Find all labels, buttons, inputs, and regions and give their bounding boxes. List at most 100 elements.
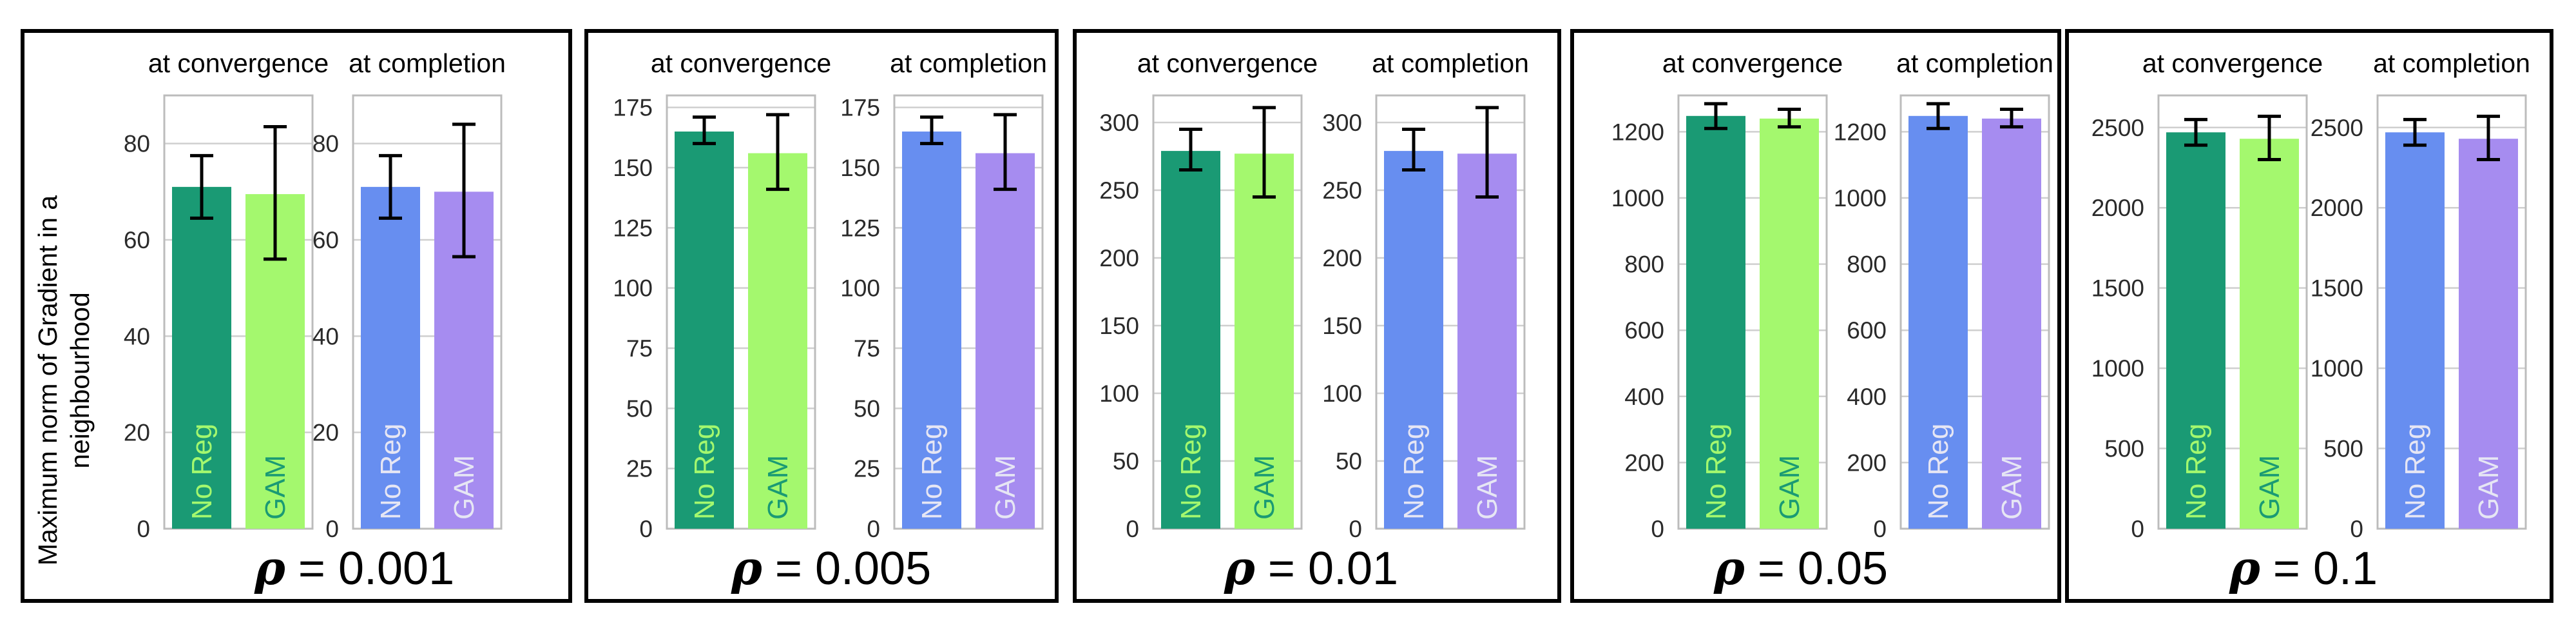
plot-frame	[1375, 94, 1526, 530]
bar-category-label: No Reg	[2399, 424, 2431, 520]
bar-gam	[1457, 153, 1517, 529]
plot-frame	[1677, 94, 1828, 530]
y-tick-label: 0	[325, 516, 339, 542]
bar-gam	[748, 153, 807, 529]
bar-category-label: No Reg	[2180, 424, 2212, 520]
y-tick-label: 0	[2350, 516, 2363, 542]
y-tick-label: 2500	[2091, 115, 2144, 141]
bar-gam	[2240, 139, 2299, 529]
rho-label: ρ = 0.01	[1224, 540, 1398, 595]
y-tick-label: 0	[2131, 516, 2144, 542]
y-tick-label: 0	[867, 516, 880, 542]
bar-gam	[1235, 153, 1294, 529]
y-tick-label: 1000	[1611, 185, 1664, 211]
y-tick-label: 200	[1624, 449, 1664, 476]
bar-no-reg	[2385, 132, 2445, 529]
panel-border	[1570, 29, 2061, 603]
y-tick-label: 150	[613, 155, 653, 181]
subplot-convergence: 0 25 50 75 100 125 150 175 at convergence No Reg G…	[613, 48, 831, 542]
y-tick-label: 400	[1624, 384, 1664, 410]
subplot-convergence: 0 200 400 600 800 1000 1200 at convergence No Re…	[1611, 48, 1843, 542]
y-tick-label: 400	[1847, 384, 1887, 410]
bar-category-label: GAM	[2254, 455, 2285, 520]
y-tick-label: 2000	[2311, 195, 2363, 221]
y-tick-label: 2000	[2091, 195, 2144, 221]
bar-category-label: GAM	[1996, 455, 2028, 520]
y-axis-label-line-1: Maximum norm of Gradient in a	[33, 195, 62, 565]
bar-gam	[1760, 118, 1819, 529]
bar-category-label: GAM	[1249, 455, 1280, 520]
y-tick-label: 800	[1847, 251, 1887, 278]
bar-category-label: GAM	[2473, 455, 2504, 520]
y-axis-label-line-2: neighbourhood	[65, 292, 95, 469]
subplot-completion: 0 200 400 600 800 1000 1200 at completion No Reg…	[1834, 48, 2053, 542]
y-tick-label: 0	[137, 516, 150, 542]
y-tick-label: 600	[1624, 317, 1664, 344]
bar-category-label: No Reg	[186, 424, 218, 520]
y-tick-label: 50	[854, 395, 880, 422]
rho-symbol: ρ	[1224, 540, 1256, 595]
y-tick-label: 0	[1651, 516, 1664, 542]
rho-symbol: ρ	[1713, 540, 1745, 595]
y-tick-label: 100	[613, 275, 653, 302]
y-tick-label: 25	[626, 456, 653, 482]
rho-value: = 0.05	[1745, 543, 1888, 594]
rho-value: = 0.01	[1255, 543, 1398, 594]
rho-symbol: ρ	[731, 540, 763, 595]
subplot-title: at completion	[2373, 48, 2530, 78]
y-tick-label: 150	[840, 155, 880, 181]
subplot-completion: 0 25 50 75 100 125 150 175 at completion No Reg GA…	[840, 48, 1047, 542]
y-tick-label: 20	[312, 420, 339, 446]
bar-category-label: GAM	[448, 455, 480, 520]
plot-frame	[352, 94, 503, 530]
subplot-title: at convergence	[2142, 48, 2323, 78]
y-tick-label: 80	[124, 131, 150, 157]
y-tick-label: 20	[124, 420, 150, 446]
y-tick-label: 0	[1349, 516, 1362, 542]
plot-frame	[2376, 94, 2527, 530]
y-tick-label: 60	[124, 227, 150, 253]
y-tick-label: 2500	[2311, 115, 2363, 141]
plot-frame	[1899, 94, 2050, 530]
y-tick-label: 175	[840, 95, 880, 121]
y-tick-label: 500	[2104, 436, 2144, 462]
bar-category-label: GAM	[990, 455, 1021, 520]
bar-category-label: GAM	[1472, 455, 1503, 520]
y-tick-label: 40	[124, 323, 150, 349]
bar-no-reg	[2166, 132, 2225, 529]
bar-no-reg	[1384, 151, 1443, 529]
panel-border	[1073, 29, 1561, 603]
plot-frame	[1152, 94, 1303, 530]
bar-category-label: No Reg	[1398, 424, 1430, 520]
bar-no-reg	[1908, 115, 1968, 529]
subplot-convergence: 0 20 40 60 80 at convergence No Reg GAM	[124, 48, 329, 542]
rho-symbol: ρ	[2229, 540, 2261, 595]
y-tick-label: 125	[613, 215, 653, 241]
rho-symbol: ρ	[254, 540, 286, 595]
y-tick-label: 600	[1847, 317, 1887, 344]
y-tick-label: 800	[1624, 251, 1664, 278]
y-tick-label: 200	[1099, 245, 1139, 271]
y-tick-label: 50	[1113, 448, 1139, 475]
subplot-title: at convergence	[148, 48, 329, 78]
rho-value: = 0.005	[762, 543, 931, 594]
y-tick-label: 300	[1099, 110, 1139, 136]
y-tick-label: 100	[1322, 380, 1362, 407]
y-tick-label: 0	[1873, 516, 1887, 542]
y-tick-label: 100	[840, 275, 880, 302]
rho-value: = 0.001	[285, 543, 454, 594]
subplot-title: at completion	[1896, 48, 2053, 78]
y-tick-label: 250	[1099, 177, 1139, 204]
y-tick-label: 175	[613, 95, 653, 121]
y-tick-label: 75	[626, 335, 653, 362]
subplot-title: at completion	[349, 48, 506, 78]
bar-no-reg	[1161, 151, 1220, 529]
y-tick-label: 0	[639, 516, 653, 542]
plot-frame	[666, 94, 816, 530]
y-tick-label: 1500	[2311, 275, 2363, 302]
bar-category-label: No Reg	[1700, 424, 1732, 520]
plot-frame	[2157, 94, 2308, 530]
rho-label: ρ = 0.005	[731, 540, 931, 595]
y-tick-label: 250	[1322, 177, 1362, 204]
